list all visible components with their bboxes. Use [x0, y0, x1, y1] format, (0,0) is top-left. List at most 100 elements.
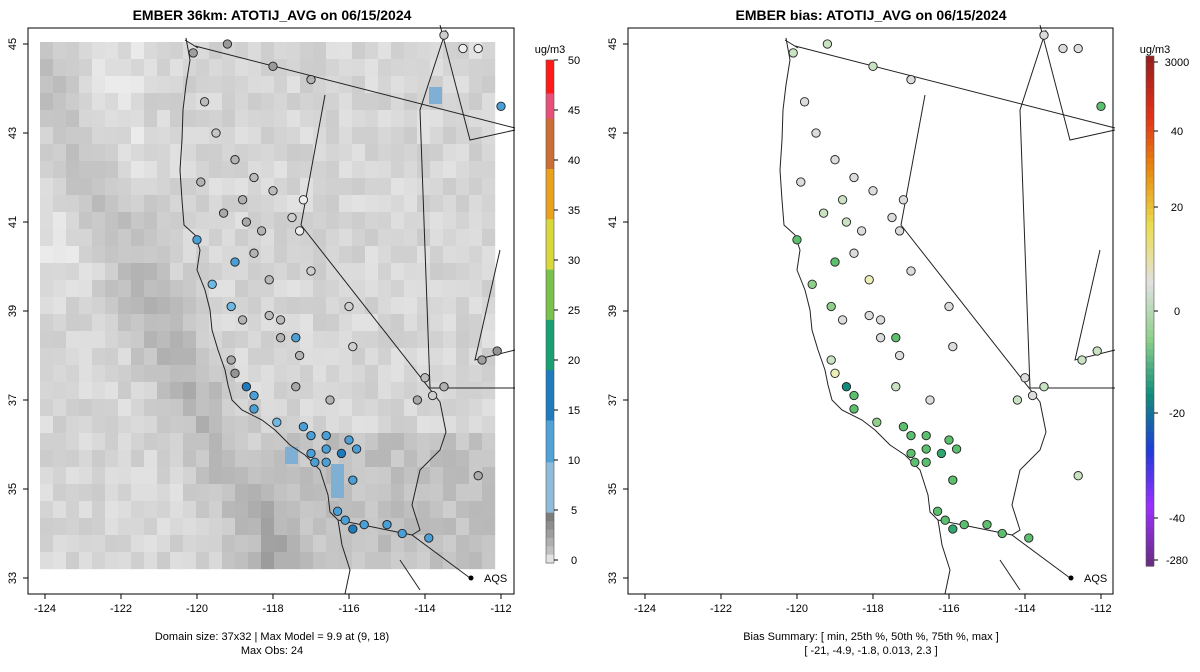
bias-site-point: [940, 515, 950, 525]
site-point: [275, 333, 286, 343]
grid-cell: [430, 144, 444, 162]
grid-cell: [222, 263, 236, 281]
colorbar-swatch: [1146, 113, 1154, 121]
colorbar-swatch: [546, 252, 554, 262]
grid-cell: [391, 348, 405, 366]
grid-cell: [118, 212, 132, 230]
grid-cell: [79, 399, 93, 417]
grid-cell: [378, 110, 392, 128]
colorbar-swatch: [1146, 221, 1154, 229]
grid-cell: [53, 297, 67, 315]
colorbar-swatch: [546, 143, 554, 153]
grid-cell: [92, 450, 106, 468]
grid-cell: [391, 297, 405, 315]
grid-cell: [248, 280, 262, 298]
state-border: [419, 29, 447, 389]
grid-cell: [53, 501, 67, 519]
grid-cell: [365, 161, 379, 179]
grid-cell: [404, 518, 418, 536]
plot-border: [627, 27, 1114, 595]
grid-cell: [118, 331, 132, 349]
grid-cell: [339, 212, 353, 230]
colorbar-swatch: [1146, 177, 1154, 185]
grid-cell: [131, 229, 145, 247]
grid-cell: [209, 76, 223, 94]
grid-cell: [456, 297, 470, 315]
grid-cell: [235, 552, 249, 570]
grid-cell: [313, 195, 327, 213]
colorbar-swatch: [546, 428, 554, 438]
bias-site-point: [906, 74, 916, 85]
bias-site-point: [822, 39, 833, 49]
grid-cell: [170, 467, 184, 485]
grid-cell: [417, 552, 431, 570]
grid-cell: [482, 110, 496, 128]
grid-cell: [469, 59, 483, 77]
grid-cell: [222, 518, 236, 536]
grid-cell: [53, 42, 67, 60]
grid-cell: [131, 416, 145, 434]
grid-cell: [365, 450, 379, 468]
grid-cell: [144, 246, 158, 264]
grid-cell: [79, 110, 93, 128]
colorbar-swatch: [546, 303, 554, 313]
colorbar-swatch: [1146, 502, 1154, 510]
grid-cell: [222, 331, 236, 349]
grid-cell: [391, 382, 405, 400]
site-point: [249, 172, 259, 183]
grid-cell: [170, 416, 184, 434]
grid-cell: [144, 212, 158, 230]
grid-cell: [66, 229, 80, 247]
grid-cell: [313, 399, 327, 417]
grid-cell: [53, 161, 67, 179]
grid-cell: [196, 127, 210, 145]
grid-cell: [118, 161, 132, 179]
grid-cell: [300, 501, 314, 519]
grid-cell: [131, 263, 145, 281]
grid-cell: [157, 178, 171, 196]
state-border: [999, 559, 1021, 591]
bias-site-point: [898, 195, 909, 205]
grid-cell: [209, 433, 223, 451]
grid-cell: [430, 552, 444, 570]
grid-cell: [482, 246, 496, 264]
colorbar-swatch: [1146, 521, 1154, 529]
grid-cell: [66, 450, 80, 468]
grid-cell: [209, 59, 223, 77]
grid-cell: [248, 501, 262, 519]
grid-cell: [144, 484, 158, 502]
grid-cell: [248, 42, 262, 60]
y-tick-label: 39: [7, 305, 19, 317]
grid-cell: [482, 195, 496, 213]
site-point: [321, 444, 331, 454]
grid-cell: [131, 195, 145, 213]
grid-cell: [196, 552, 210, 570]
grid-cell: [248, 348, 262, 366]
colorbar-swatch: [1146, 457, 1154, 465]
grid-cell: [235, 484, 249, 502]
grid-cell: [430, 246, 444, 264]
grid-cell: [222, 365, 236, 383]
colorbar-swatch: [1146, 419, 1154, 427]
grid-cell: [53, 433, 67, 451]
grid-cell: [222, 76, 236, 94]
grid-cell: [222, 552, 236, 570]
grid-cell: [300, 178, 314, 196]
grid-cell: [352, 399, 366, 417]
grid-cell: [131, 297, 145, 315]
grid-cell: [274, 348, 288, 366]
right-footer-1: Bias Summary: [ min, 25th %, 50th %, 75t…: [743, 631, 999, 643]
site-point: [382, 519, 392, 530]
grid-cell: [326, 212, 340, 230]
grid-cell: [261, 76, 275, 94]
grid-cell: [209, 297, 223, 315]
grid-cell: [404, 314, 418, 332]
grid-cell: [443, 433, 457, 451]
site-point: [321, 457, 331, 467]
grid-cell: [287, 161, 301, 179]
bias-site-point: [1073, 471, 1083, 481]
grid-cell: [235, 280, 249, 298]
colorbar-tick-label: 40: [568, 155, 580, 167]
grid-cell: [482, 144, 496, 162]
grid-cell: [482, 518, 496, 536]
